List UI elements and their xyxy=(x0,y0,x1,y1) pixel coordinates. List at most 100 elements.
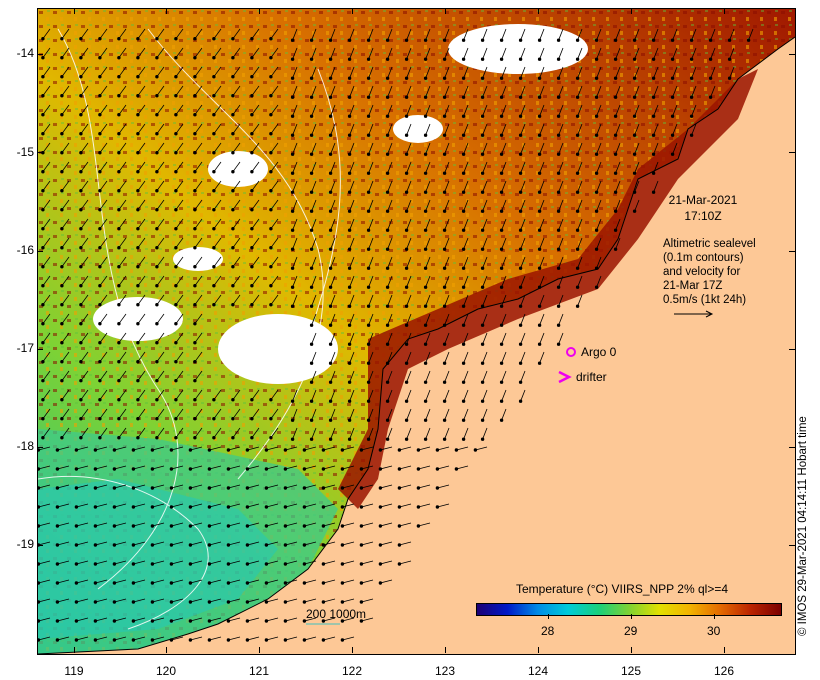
velocity-vector-tip xyxy=(613,209,618,213)
velocity-vector-tip xyxy=(309,380,314,384)
velocity-vector xyxy=(710,28,716,41)
velocity-vector xyxy=(596,47,602,60)
velocity-vector xyxy=(190,446,203,451)
velocity-vector xyxy=(349,218,355,231)
velocity-vector-tip xyxy=(404,133,409,137)
velocity-vector xyxy=(368,294,374,307)
velocity-vector xyxy=(577,66,583,79)
velocity-vector xyxy=(42,370,51,381)
velocity-vector-tip xyxy=(302,486,307,490)
drifter-marker[interactable] xyxy=(558,370,572,384)
velocity-vector-tip xyxy=(613,190,618,194)
velocity-vector-tip xyxy=(41,398,45,402)
velocity-vector-tip xyxy=(321,638,326,642)
velocity-vector xyxy=(304,617,317,622)
velocity-vector-tip xyxy=(193,265,197,269)
velocity-vector-tip xyxy=(651,152,656,156)
velocity-vector xyxy=(304,503,317,508)
velocity-vector-tip xyxy=(250,284,254,288)
info-line4: 21-Mar 17Z xyxy=(663,280,723,292)
colorbar-tickmark xyxy=(631,614,632,619)
map-frame[interactable]: 21-Mar-2021 17:10Z Altimetric sealevel (… xyxy=(37,8,796,655)
velocity-vector-tip xyxy=(98,322,102,326)
velocity-vector-tip xyxy=(518,266,523,270)
velocity-vector xyxy=(209,560,222,565)
velocity-vector xyxy=(406,332,412,345)
velocity-vector xyxy=(76,579,89,584)
velocity-vector xyxy=(251,47,260,58)
velocity-vector xyxy=(501,180,507,193)
velocity-vector xyxy=(156,275,165,286)
velocity-vector-tip xyxy=(404,285,409,289)
velocity-vector-tip xyxy=(283,619,288,623)
velocity-vector-tip xyxy=(537,190,542,194)
velocity-vector-tip xyxy=(480,323,485,327)
velocity-vector-tip xyxy=(174,245,178,250)
velocity-vector xyxy=(251,85,260,96)
lat-tick: -16 xyxy=(16,243,34,257)
velocity-vector-tip xyxy=(378,543,383,547)
velocity-vector-tip xyxy=(397,448,402,452)
velocity-vector-tip xyxy=(461,418,466,422)
velocity-vector xyxy=(501,28,507,41)
velocity-vector xyxy=(463,408,469,421)
velocity-vector xyxy=(232,123,241,134)
velocity-vector xyxy=(285,579,298,584)
velocity-vector xyxy=(304,579,317,584)
velocity-vector-tip xyxy=(79,207,83,212)
argo-float-marker[interactable] xyxy=(566,347,576,357)
velocity-vector xyxy=(342,560,355,565)
velocity-vector-tip xyxy=(188,448,193,452)
velocity-vector-tip xyxy=(60,303,64,307)
velocity-vector-tip xyxy=(264,505,269,509)
velocity-vector-tip xyxy=(98,74,102,79)
velocity-vector-tip xyxy=(347,418,352,422)
velocity-vector xyxy=(213,142,222,153)
velocity-vector-tip xyxy=(309,361,314,365)
velocity-vector-tip xyxy=(155,112,159,117)
velocity-vector xyxy=(349,370,355,383)
velocity-vector-tip xyxy=(385,228,390,232)
velocity-vector xyxy=(418,446,431,451)
velocity-vector-tip xyxy=(264,486,269,490)
velocity-vector xyxy=(194,389,203,400)
velocity-vector xyxy=(194,104,203,115)
velocity-vector-tip xyxy=(499,57,504,61)
velocity-vector-tip xyxy=(537,114,542,118)
velocity-vector xyxy=(539,180,545,193)
velocity-vector xyxy=(156,142,165,153)
velocity-vector xyxy=(311,47,317,60)
velocity-vector xyxy=(399,541,412,546)
velocity-vector-tip xyxy=(309,190,314,194)
velocity-vector-tip xyxy=(397,467,402,471)
velocity-vector xyxy=(156,294,165,305)
velocity-vector xyxy=(406,275,412,288)
velocity-vector xyxy=(194,427,203,438)
velocity-vector-tip xyxy=(136,169,140,174)
velocity-vector-tip xyxy=(55,467,60,471)
velocity-vector-tip xyxy=(93,619,98,623)
velocity-vector xyxy=(672,104,678,117)
velocity-vector-tip xyxy=(347,361,352,365)
velocity-vector-tip xyxy=(321,505,326,509)
velocity-vector xyxy=(330,142,336,155)
velocity-vector-tip xyxy=(366,418,371,422)
velocity-vector xyxy=(76,522,89,527)
velocity-vector xyxy=(232,199,241,210)
velocity-vector xyxy=(42,351,51,362)
velocity-vector xyxy=(387,104,393,117)
velocity-vector-tip xyxy=(193,398,197,402)
velocity-vector xyxy=(368,408,374,421)
velocity-vector xyxy=(247,541,260,546)
velocity-vector-tip xyxy=(347,133,352,137)
velocity-vector xyxy=(194,313,203,324)
velocity-vector xyxy=(209,484,222,489)
velocity-vector xyxy=(175,313,184,324)
velocity-vector xyxy=(634,180,640,193)
velocity-vector-tip xyxy=(423,114,428,118)
velocity-vector-tip xyxy=(480,171,485,175)
velocity-vector-tip xyxy=(112,543,117,547)
velocity-vector xyxy=(418,484,431,489)
velocity-vector xyxy=(672,142,678,155)
velocity-vector-tip xyxy=(404,76,409,80)
